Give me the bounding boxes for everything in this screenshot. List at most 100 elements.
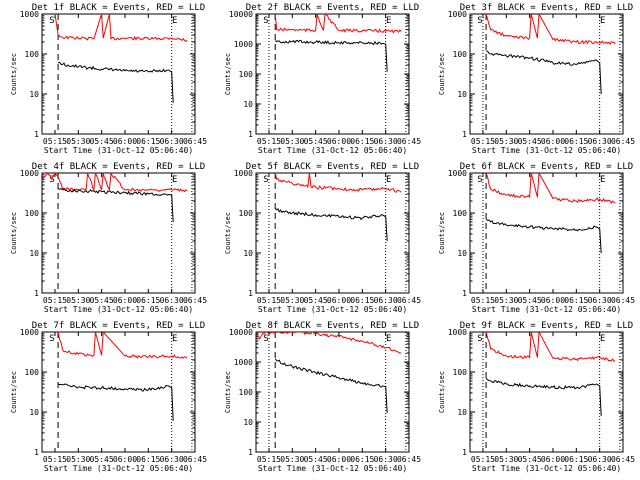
x-tick-label: 05:15: [43, 137, 67, 146]
y-tick-label: 100: [239, 388, 254, 397]
y-tick-label: 10: [457, 408, 467, 417]
y-tick-label: 100: [453, 50, 468, 59]
series-line-lld: [42, 173, 188, 193]
x-tick-label: 05:30: [66, 296, 90, 305]
series-line-events: [274, 39, 388, 72]
y-axis-label: Counts/sec: [224, 53, 232, 95]
x-tick-label: 06:30: [160, 296, 184, 305]
x-tick-label: 05:45: [304, 296, 328, 305]
series-line-events: [57, 61, 174, 103]
x-tick-label: 06:45: [397, 137, 421, 146]
x-axis-label: Start Time (31-Oct-12 05:06:40): [472, 305, 621, 314]
x-tick-label: 06:45: [611, 455, 635, 464]
y-tick-label: 1000: [448, 10, 467, 19]
chart-title: Det 6f BLACK = Events, RED = LLD: [460, 162, 633, 172]
start-marker: S: [263, 16, 268, 26]
end-marker: E: [386, 16, 391, 26]
y-tick-label: 100: [25, 50, 40, 59]
end-marker: E: [172, 334, 177, 344]
x-tick-label: 05:15: [43, 296, 67, 305]
x-tick-label: 06:15: [350, 137, 374, 146]
y-tick-label: 1: [34, 289, 39, 298]
y-tick-label: 10000: [229, 10, 253, 19]
x-tick-label: 05:45: [90, 455, 114, 464]
series-line-events: [274, 208, 388, 242]
series-line-lld: [274, 173, 402, 193]
x-tick-label: 06:15: [350, 296, 374, 305]
chart-title: Det 9f BLACK = Events, RED = LLD: [460, 321, 633, 331]
x-tick-label: 06:00: [113, 137, 137, 146]
y-tick-label: 10: [243, 418, 253, 427]
x-tick-label: 05:45: [90, 296, 114, 305]
x-tick-label: 06:15: [136, 137, 160, 146]
end-marker: E: [600, 16, 605, 26]
x-axis-label: Start Time (31-Oct-12 05:06:40): [44, 305, 193, 314]
series-line-lld: [256, 332, 402, 354]
chart-panel-2: Det 2f BLACK = Events, RED = LLD 1 10 100 10…: [224, 3, 421, 155]
chart-panel-7: Det 7f BLACK = Events, RED = LLD 1 10 100 10…: [10, 321, 207, 473]
x-tick-label: 06:30: [588, 137, 612, 146]
y-tick-label: 1: [462, 130, 467, 139]
series-line-lld: [485, 173, 616, 205]
y-tick-label: 10: [29, 90, 39, 99]
chart-title: Det 2f BLACK = Events, RED = LLD: [246, 3, 419, 13]
x-tick-label: 06:45: [183, 296, 207, 305]
x-tick-label: 06:15: [564, 296, 588, 305]
x-tick-label: 05:15: [257, 455, 281, 464]
y-tick-label: 1: [248, 130, 253, 139]
y-tick-label: 100: [25, 209, 40, 218]
end-marker: E: [600, 334, 605, 344]
y-tick-label: 1: [34, 448, 39, 457]
x-tick-label: 05:30: [280, 137, 304, 146]
y-tick-label: 1000: [20, 10, 39, 19]
x-tick-label: 06:00: [113, 296, 137, 305]
x-tick-label: 06:30: [160, 455, 184, 464]
chart-title: Det 3f BLACK = Events, RED = LLD: [460, 3, 633, 13]
y-tick-label: 10: [457, 90, 467, 99]
chart-panel-6: Det 6f BLACK = Events, RED = LLD 1 10 100 10…: [438, 162, 635, 314]
y-tick-label: 1: [462, 448, 467, 457]
y-tick-label: 10000: [229, 328, 253, 337]
x-tick-label: 05:45: [304, 455, 328, 464]
plot-frame: [469, 172, 624, 294]
x-tick-label: 06:15: [350, 455, 374, 464]
x-tick-label: 05:30: [280, 455, 304, 464]
x-tick-label: 06:45: [611, 137, 635, 146]
y-tick-label: 1000: [234, 40, 253, 49]
start-marker: S: [477, 16, 482, 26]
x-tick-label: 05:30: [280, 296, 304, 305]
chart-title: Det 4f BLACK = Events, RED = LLD: [32, 162, 205, 172]
y-tick-label: 1000: [448, 328, 467, 337]
x-tick-label: 05:30: [66, 137, 90, 146]
chart-panel-8: Det 8f BLACK = Events, RED = LLD 1 10 100 10…: [224, 321, 421, 473]
x-tick-label: 06:15: [564, 137, 588, 146]
x-tick-label: 06:00: [327, 455, 351, 464]
plot-frame: [41, 331, 196, 453]
x-tick-label: 06:30: [160, 137, 184, 146]
x-tick-label: 05:15: [471, 137, 495, 146]
y-tick-label: 1: [248, 448, 253, 457]
chart-panel-4: Det 4f BLACK = Events, RED = LLD 1 10 100 10…: [10, 162, 207, 314]
plot-frame: [469, 331, 624, 453]
x-tick-label: 06:30: [374, 137, 398, 146]
y-axis-label: Counts/sec: [438, 53, 446, 95]
y-axis-label: Counts/sec: [224, 371, 232, 413]
series-line-events: [58, 188, 174, 222]
x-axis-label: Start Time (31-Oct-12 05:06:40): [44, 464, 193, 473]
chart-title: Det 5f BLACK = Events, RED = LLD: [246, 162, 419, 172]
x-tick-label: 05:45: [518, 137, 542, 146]
x-tick-label: 06:30: [588, 296, 612, 305]
x-tick-label: 05:15: [471, 455, 495, 464]
y-tick-label: 1: [34, 130, 39, 139]
x-axis-label: Start Time (31-Oct-12 05:06:40): [472, 464, 621, 473]
y-tick-label: 100: [239, 209, 254, 218]
series-line-lld: [485, 332, 616, 362]
x-tick-label: 06:00: [327, 296, 351, 305]
y-tick-label: 100: [25, 368, 40, 377]
y-tick-label: 1000: [20, 328, 39, 337]
y-tick-label: 10: [29, 408, 39, 417]
y-tick-label: 1: [248, 289, 253, 298]
x-tick-label: 05:30: [494, 137, 518, 146]
